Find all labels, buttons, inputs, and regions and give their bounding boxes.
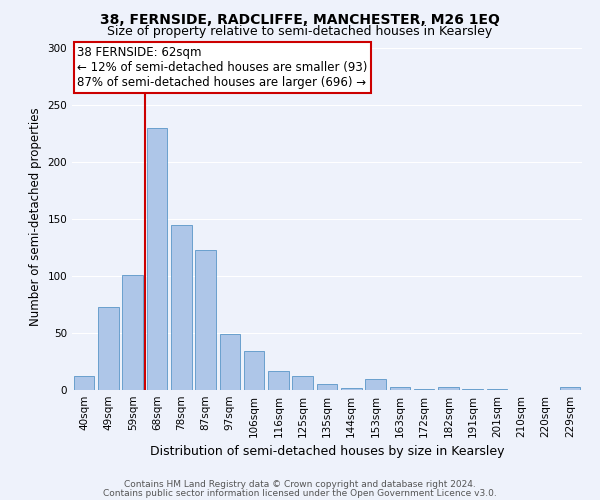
Bar	[122, 275, 143, 390]
Text: Size of property relative to semi-detached houses in Kearsley: Size of property relative to semi-detach…	[107, 25, 493, 38]
Bar	[195, 250, 216, 390]
Bar	[438, 386, 459, 390]
Bar	[487, 389, 508, 390]
Bar	[389, 386, 410, 390]
Bar	[244, 352, 265, 390]
Y-axis label: Number of semi-detached properties: Number of semi-detached properties	[29, 107, 42, 326]
Text: 38, FERNSIDE, RADCLIFFE, MANCHESTER, M26 1EQ: 38, FERNSIDE, RADCLIFFE, MANCHESTER, M26…	[100, 12, 500, 26]
Bar	[341, 388, 362, 390]
Bar	[171, 225, 191, 390]
Bar	[365, 378, 386, 390]
Text: 38 FERNSIDE: 62sqm
← 12% of semi-detached houses are smaller (93)
87% of semi-de: 38 FERNSIDE: 62sqm ← 12% of semi-detache…	[77, 46, 367, 89]
Bar	[292, 376, 313, 390]
Bar	[220, 334, 240, 390]
Text: Contains HM Land Registry data © Crown copyright and database right 2024.: Contains HM Land Registry data © Crown c…	[124, 480, 476, 489]
X-axis label: Distribution of semi-detached houses by size in Kearsley: Distribution of semi-detached houses by …	[150, 446, 504, 458]
Bar	[146, 128, 167, 390]
Bar	[74, 376, 94, 390]
Bar	[560, 386, 580, 390]
Bar	[414, 389, 434, 390]
Bar	[317, 384, 337, 390]
Bar	[463, 389, 483, 390]
Bar	[98, 307, 119, 390]
Text: Contains public sector information licensed under the Open Government Licence v3: Contains public sector information licen…	[103, 488, 497, 498]
Bar	[268, 370, 289, 390]
